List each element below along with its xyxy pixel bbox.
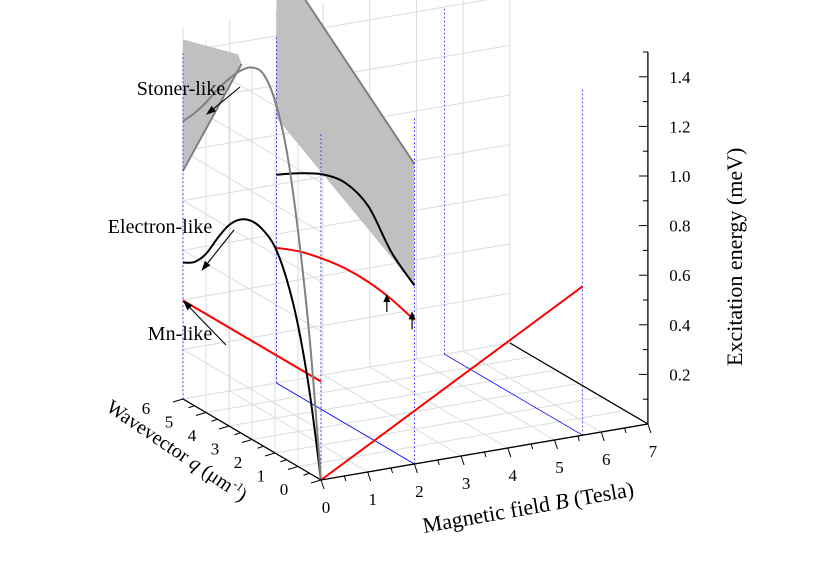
x-tick-mark	[460, 455, 465, 466]
marker-arrow-head	[408, 311, 416, 320]
y-tick-mark	[218, 425, 230, 430]
marker-arrow-head	[383, 294, 391, 302]
stoner-like-curve	[182, 66, 322, 481]
annotation-layer: Stoner-like Electron-like Mn-like	[108, 78, 416, 346]
electron-like-arrow-shaft	[207, 229, 235, 264]
x-tick-mark	[367, 471, 372, 482]
back-wall-grid-line	[182, 0, 489, 53]
y-minor-tick	[234, 432, 241, 436]
x-minor-tick	[437, 459, 440, 466]
y-minor-tick	[188, 405, 195, 409]
y-minor-tick	[211, 418, 218, 422]
back-wall-grid-line	[182, 193, 510, 251]
x-minor-tick	[390, 467, 394, 474]
stoner-like-arrow-head	[206, 105, 216, 115]
slice-floor-line	[276, 382, 415, 465]
back-wall-grid-line	[182, 243, 510, 301]
electron-like-label: Electron-like	[108, 216, 213, 238]
side-wall-grid-line	[182, 200, 322, 283]
z-tick-label: 1.2	[669, 117, 690, 136]
stoner-lower-edge	[182, 63, 243, 172]
mn-like-curve	[276, 246, 416, 321]
electron-like-arrow-head	[201, 260, 211, 271]
slice-floor-line	[444, 353, 583, 436]
y-tick-label: 2	[234, 453, 243, 472]
x-minor-tick	[530, 443, 534, 450]
y-tick-mark	[287, 466, 299, 470]
x-tick-mark	[507, 447, 512, 458]
y-tick-mark	[241, 439, 253, 443]
electron-like-curve	[276, 172, 416, 287]
y-tick-label: 0	[280, 480, 289, 499]
x-tick-label: 5	[555, 458, 564, 477]
mn-like-label: Mn-like	[148, 323, 213, 345]
floor-grid-line	[274, 396, 602, 454]
x-tick-mark	[647, 423, 652, 434]
y-tick-label: 4	[188, 426, 197, 445]
x-tick-label: 1	[368, 490, 377, 509]
y-minor-tick	[280, 459, 287, 463]
y-minor-tick	[257, 445, 264, 449]
z-tick-label: 0.6	[669, 266, 690, 285]
x-tick-label: 2	[415, 482, 424, 501]
mn-like-curve	[320, 285, 584, 481]
curve-layer	[182, 66, 584, 481]
y-tick-mark	[264, 452, 276, 457]
x-minor-tick	[343, 475, 347, 482]
x-tick-mark	[554, 439, 558, 450]
z-tick-label: 0.2	[669, 365, 690, 384]
stoner-like-label: Stoner-like	[137, 78, 226, 100]
electron-like-curve	[182, 218, 322, 481]
grid-layer	[182, 0, 649, 481]
floor-grid-line	[251, 383, 579, 440]
z-tick-label: 0.8	[669, 217, 690, 236]
y-tick-mark	[310, 479, 322, 484]
side-wall-grid-line	[182, 150, 322, 233]
y-tick-label: 3	[211, 440, 220, 459]
x-tick-mark	[320, 479, 325, 490]
mn-like-arrow-head	[183, 300, 193, 311]
x-axis-title: Magnetic field B (Tesla)	[421, 476, 636, 538]
y-tick-mark	[172, 398, 184, 403]
x-tick-mark	[600, 431, 605, 442]
floor-grid-line	[205, 356, 533, 413]
floor-grid-line	[228, 369, 556, 427]
z-axis-title: Excitation energy (meV)	[722, 148, 747, 366]
y-axis-title: Wavevector q (μm-1)	[102, 394, 252, 506]
x-tick-label: 0	[322, 498, 331, 517]
z-tick-label: 0.4	[669, 316, 691, 335]
x-tick-label: 7	[649, 442, 658, 461]
x-tick-label: 6	[602, 450, 611, 469]
x-tick-label: 3	[462, 474, 471, 493]
y-tick-label: 5	[165, 413, 174, 432]
y-minor-tick	[303, 472, 310, 476]
x-tick-label: 4	[509, 466, 518, 485]
stoner-like-arrow-shaft	[213, 86, 241, 109]
stoner-fill-layer	[182, 0, 416, 286]
y-tick-label: 1	[257, 467, 266, 486]
axis-layer	[182, 52, 649, 481]
mn-like-arrow-shaft	[189, 307, 227, 346]
floor-grid-line	[182, 342, 510, 400]
z-tick-label: 1.0	[669, 167, 690, 186]
z-tick-label: 1.4	[669, 68, 691, 87]
stoner-continuum-b0	[183, 39, 242, 171]
stoner-upper-edge	[304, 0, 416, 165]
stoner-continuum-b2	[276, 0, 415, 286]
floor-edge-line	[509, 342, 649, 425]
back-wall-grid-line	[182, 292, 510, 350]
y-tick-label: 6	[142, 399, 151, 418]
mn-like-curve	[182, 299, 322, 383]
x-tick-mark	[413, 463, 418, 474]
side-wall-grid-line	[182, 348, 322, 431]
y-tick-mark	[195, 412, 207, 416]
x-minor-tick	[483, 451, 487, 458]
x-minor-tick	[624, 427, 627, 434]
x-minor-tick	[577, 435, 580, 442]
